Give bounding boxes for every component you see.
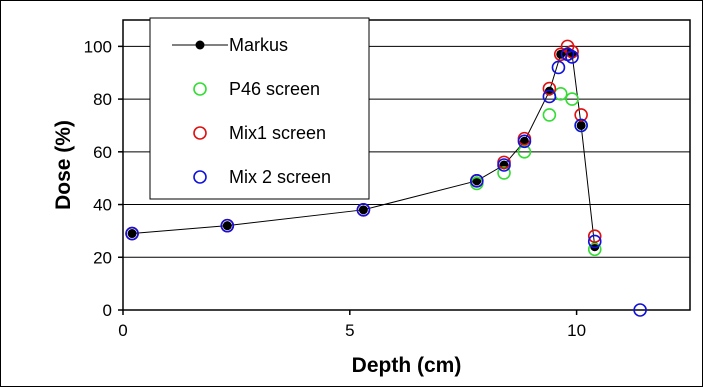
series-line-0 [132,51,596,247]
data-point-1-5 [565,92,579,106]
data-point-1-7 [587,242,602,257]
y-tick-label-40: 40 [93,196,112,215]
legend-label-0: Markus [229,35,288,55]
data-point-0-10 [576,120,586,130]
legend-marker-3 [193,170,207,184]
x-tick-labels: 0 5 10 [118,321,586,340]
data-point-0-1 [222,221,232,231]
data-point-3-9 [565,50,579,64]
data-point-3-1 [220,218,235,233]
data-point-3-2 [356,203,371,217]
legend-marker-2 [193,126,207,140]
y-tick-label-0: 0 [103,301,112,320]
x-tick-label-10: 10 [567,321,586,340]
data-point-0-0 [127,229,137,239]
legend-item-1: P46 screen [193,79,320,99]
data-point-3-4 [497,158,511,172]
x-tick-label-5: 5 [345,321,354,340]
y-tick-label-60: 60 [93,143,112,162]
axes [118,19,691,315]
y-tick-label-80: 80 [93,90,112,109]
data-point-1-3 [542,108,557,122]
legend-marker-0 [195,40,205,50]
data-point-2-11 [587,229,602,243]
data-point-0-7 [556,49,566,59]
y-tick-label-100: 100 [84,37,112,56]
data-point-3-7 [551,60,566,75]
legend-label-1: P46 screen [229,79,320,99]
y-tick-labels: 0 20 40 60 80 100 [84,37,112,320]
data-point-2-6 [542,81,557,96]
legend-label-2: Mix1 screen [229,123,326,143]
series-group [125,39,647,317]
legend-label-3: Mix 2 screen [229,167,331,187]
data-point-3-6 [542,89,557,104]
plot-border [122,19,691,311]
data-point-1-2 [517,145,532,159]
legend-box [149,17,370,200]
series-3 [125,47,647,317]
legend-item-3: Mix 2 screen [193,167,331,187]
data-point-3-10 [574,118,588,133]
data-point-2-10 [574,108,588,122]
data-point-3-11 [587,234,602,249]
legend-marker-1 [193,82,207,96]
data-point-1-1 [497,166,511,180]
y-tick-label-20: 20 [93,248,112,267]
data-point-3-5 [517,134,532,149]
data-point-3-12 [633,303,647,317]
data-point-3-0 [125,226,139,241]
legend-item-0: Markus [172,35,288,55]
legend: Markus P46 screen Mix1 screen Mix 2 screen [149,17,370,200]
data-point-0-2 [358,205,368,215]
x-axis-label: Depth (cm) [352,354,462,377]
data-point-3-3 [470,174,484,188]
x-tick-label-0: 0 [118,321,127,340]
y-axis-label: Dose (%) [52,120,75,210]
legend-item-2: Mix1 screen [193,123,326,143]
